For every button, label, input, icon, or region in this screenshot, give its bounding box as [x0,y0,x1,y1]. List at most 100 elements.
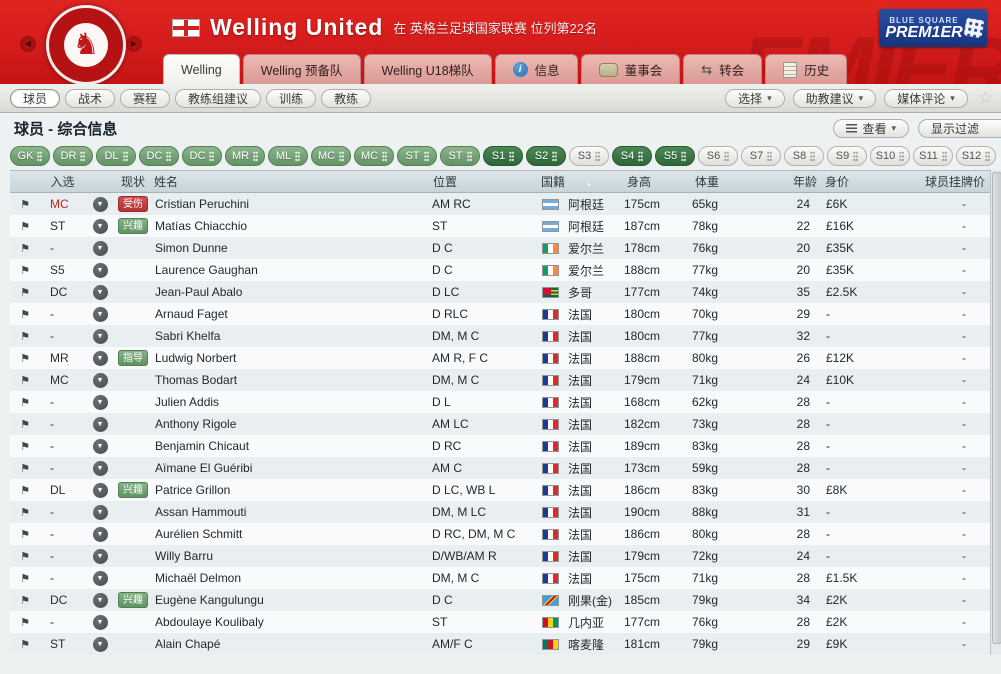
col-header-age[interactable]: 年龄 [793,175,818,189]
row-dropdown-button[interactable]: ▼ [92,262,108,278]
row-dropdown-button[interactable]: ▼ [92,372,108,388]
row-dropdown-button[interactable]: ▼ [92,218,108,234]
position-filter-dc-3[interactable]: DC [139,146,179,166]
row-dropdown-button[interactable]: ▼ [92,570,108,586]
position-filter-dr-1[interactable]: DR [53,146,93,166]
row-dropdown-button[interactable]: ▼ [92,284,108,300]
position-filter-s5-15[interactable]: S5 [655,146,695,166]
row-dropdown-button[interactable]: ▼ [92,438,108,454]
position-filter-s11-21[interactable]: S11 [913,146,953,166]
position-filter-st-10[interactable]: ST [440,146,480,166]
col-header-listed-price[interactable]: 球员挂牌价 [925,175,986,189]
position-filter-s6-16[interactable]: S6 [698,146,738,166]
toolbar-button-教练[interactable]: 教练 [321,88,372,108]
row-dropdown-button[interactable]: ▼ [92,350,108,366]
row-dropdown-button[interactable]: ▼ [92,614,108,630]
col-header-selection[interactable]: 入选 [50,175,75,189]
row-dropdown-button[interactable]: ▼ [92,394,108,410]
row-dropdown-button[interactable]: ▼ [92,240,108,256]
tab-history[interactable]: 历史 [765,54,848,84]
tab-boardroom[interactable]: 董事会 [580,54,681,84]
vertical-scrollbar[interactable] [990,170,1001,655]
toolbar-button-教练组建议[interactable]: 教练组建议 [175,88,262,108]
table-row[interactable]: ⚑ MC ▼ Thomas Bodart DM, M C 法国 179cm 71kg 24 £10… [10,369,990,391]
col-header-nation[interactable]: 国籍 ▴ [541,175,592,189]
tab-squad[interactable]: Welling [163,54,240,84]
row-dropdown-button[interactable]: ▼ [92,526,108,542]
position-filter-s3-13[interactable]: S3 [569,146,609,166]
position-filter-mr-5[interactable]: MR [225,146,265,166]
table-row[interactable]: ⚑ ST ▼ Alain Chapé AM/F C 喀麦隆 181cm 79kg 29 £9K - [10,633,990,655]
table-row[interactable]: ⚑ MC ▼ 受伤 Cristian Peruchini AM RC 阿根廷 175cm 65k… [10,193,990,215]
position-filter-s9-19[interactable]: S9 [827,146,867,166]
table-row[interactable]: ⚑ - ▼ Julien Addis D L 法国 168cm 62kg 28 - - [10,391,990,413]
col-header-name[interactable]: 姓名 [154,175,179,189]
table-row[interactable]: ⚑ DC ▼ 兴趣 Eugène Kangulungu D C 刚果(金) 185cm 79kg… [10,589,990,611]
row-dropdown-button[interactable]: ▼ [92,416,108,432]
table-row[interactable]: ⚑ - ▼ Sabri Khelfa DM, M C 法国 180cm 77kg 32 - - [10,325,990,347]
position-filter-s8-18[interactable]: S8 [784,146,824,166]
col-header-status[interactable]: 现状 [120,175,145,189]
position-filter-s4-14[interactable]: S4 [612,146,652,166]
toolbar-button-战术[interactable]: 战术 [65,88,116,108]
col-header-weight[interactable]: 体重 [695,175,720,189]
position-filter-s7-17[interactable]: S7 [741,146,781,166]
table-row[interactable]: ⚑ - ▼ Aurélien Schmitt D RC, DM, M C 法国 186cm 8… [10,523,990,545]
table-row[interactable]: ⚑ - ▼ Aïmane El Guéribi AM C 法国 173cm 59kg 28 - - [10,457,990,479]
tab-squad-1[interactable]: Welling 预备队 [242,54,361,84]
table-row[interactable]: ⚑ MR ▼ 指导 Ludwig Norbert AM R, F C 法国 188cm 80kg… [10,347,990,369]
table-row[interactable]: ⚑ - ▼ Anthony Rigole AM LC 法国 182cm 73kg 28 - - [10,413,990,435]
col-header-value[interactable]: 身价 [825,175,850,189]
table-row[interactable]: ⚑ - ▼ Michaël Delmon DM, M C 法国 175cm 71kg 28 £1.… [10,567,990,589]
table-row[interactable]: ⚑ S5 ▼ Laurence Gaughan D C 爱尔兰 188cm 77kg 20 £35… [10,259,990,281]
col-header-height[interactable]: 身高 [627,175,652,189]
row-dropdown-button[interactable]: ▼ [92,460,108,476]
position-filter-gk-0[interactable]: GK [10,146,50,166]
position-filter-s10-20[interactable]: S10 [870,146,910,166]
position-filter-ml-6[interactable]: ML [268,146,308,166]
toolbar-button-训练[interactable]: 训练 [266,88,317,108]
view-button[interactable]: 查看 ▾ [833,119,909,138]
row-dropdown-button[interactable]: ▼ [92,306,108,322]
table-row[interactable]: ⚑ - ▼ Simon Dunne D C 爱尔兰 178cm 76kg 20 £35K - [10,237,990,259]
scrollbar-thumb[interactable] [992,172,1001,645]
table-row[interactable]: ⚑ ST ▼ 兴趣 Matías Chiacchio ST 阿根廷 187cm 78kg 22 £1… [10,215,990,237]
ireland-flag-icon [542,264,559,276]
table-row[interactable]: ⚑ - ▼ Arnaud Faget D RLC 法国 180cm 70kg 29 - - [10,303,990,325]
row-dropdown-button[interactable]: ▼ [92,636,108,652]
table-row[interactable]: ⚑ DL ▼ 兴趣 Patrice Grillon D LC, WB L 法国 186cm 83… [10,479,990,501]
position-filter-mc-7[interactable]: MC [311,146,351,166]
toolbar-dropdown-媒体评论[interactable]: 媒体评论 ▾ [884,88,968,108]
row-dropdown-button[interactable]: ▼ [92,548,108,564]
table-row[interactable]: ⚑ DC ▼ Jean-Paul Abalo D LC 多哥 177cm 74kg 35 £2.5… [10,281,990,303]
position-filter-s2-12[interactable]: S2 [526,146,566,166]
age-cell: 31 [796,505,810,519]
row-dropdown-button[interactable]: ▼ [92,482,108,498]
next-club-arrow[interactable]: ▶ [126,36,142,52]
position-filter-s1-11[interactable]: S1 [483,146,523,166]
show-filter-button[interactable]: 显示过滤 [917,119,1001,138]
favorite-star-icon[interactable]: ☆ [977,88,993,107]
table-row[interactable]: ⚑ - ▼ Assan Hammouti DM, M LC 法国 190cm 88kg 31 - - [10,501,990,523]
position-filter-s12-22[interactable]: S12 [956,146,996,166]
prev-club-arrow[interactable]: ◀ [20,36,36,52]
col-header-position[interactable]: 位置 [433,175,458,189]
toolbar-button-赛程[interactable]: 赛程 [120,88,171,108]
table-row[interactable]: ⚑ - ▼ Willy Barru D/WB/AM R 法国 179cm 72kg 24 - - [10,545,990,567]
row-dropdown-button[interactable]: ▼ [92,196,108,212]
toolbar-dropdown-助教建议[interactable]: 助教建议 ▾ [792,88,877,108]
table-row[interactable]: ⚑ - ▼ Abdoulaye Koulibaly ST 几内亚 177cm 76kg 28 £2… [10,611,990,633]
position-filter-dl-2[interactable]: DL [96,146,136,166]
position-filter-st-9[interactable]: ST [397,146,437,166]
row-dropdown-button[interactable]: ▼ [92,592,108,608]
toolbar-dropdown-选择[interactable]: 选择 ▾ [725,88,785,108]
position-filter-dc-4[interactable]: DC [182,146,222,166]
row-dropdown-button[interactable]: ▼ [92,328,108,344]
tab-transfer[interactable]: ⇆ 转会 [683,54,763,84]
tab-info[interactable]: i 信息 [494,54,578,84]
toolbar-button-球员[interactable]: 球员 [10,88,61,108]
position-filter-mc-8[interactable]: MC [354,146,394,166]
table-row[interactable]: ⚑ - ▼ Benjamin Chicaut D RC 法国 189cm 83kg 28 - - [10,435,990,457]
tab-squad-2[interactable]: Welling U18梯队 [363,54,492,84]
row-dropdown-button[interactable]: ▼ [92,504,108,520]
